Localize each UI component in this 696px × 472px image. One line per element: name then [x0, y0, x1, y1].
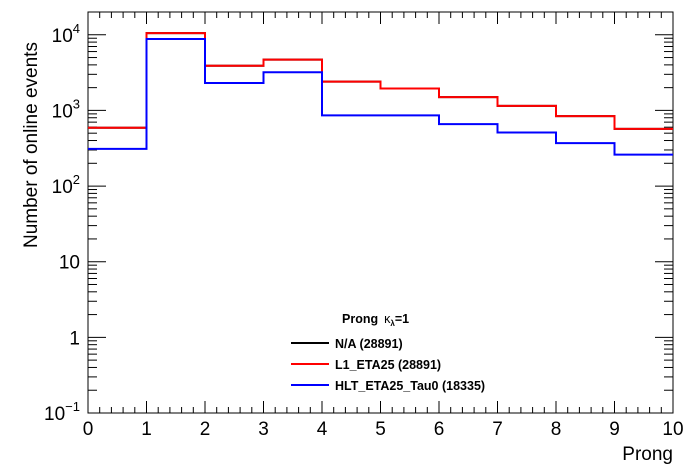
y-tick-label: 104	[52, 21, 80, 47]
x-tick-label: 0	[83, 419, 94, 440]
x-axis-title: Prong	[622, 444, 673, 465]
legend-entries: N/A (28891) L1_ETA25 (28891) HLT_ETA25_Tau…	[291, 337, 485, 393]
x-tick-label: 10	[662, 419, 683, 440]
histogram-series	[88, 32, 673, 156]
x-tick-label: 7	[492, 419, 503, 440]
y-tick-label: 102	[52, 172, 80, 198]
y-tick-label: 103	[52, 96, 80, 122]
legend-title: Prong κλ=1	[342, 312, 409, 328]
plot-frame	[87, 11, 674, 414]
y-tick-label: 10−1	[44, 399, 80, 425]
x-tick-label: 1	[141, 419, 152, 440]
legend-label: L1_ETA25 (28891)	[335, 358, 441, 372]
x-tick-label: 9	[609, 419, 620, 440]
x-tick-label: 6	[434, 419, 445, 440]
legend-label: HLT_ETA25_Tau0 (18335)	[335, 379, 485, 393]
y-axis-title: Number of online events	[21, 42, 42, 248]
y-tick-label: 1	[69, 328, 80, 349]
x-tick-label: 2	[200, 419, 211, 440]
x-axis-ticks: 0 1 2 3 4 5 6 7 8 9 10	[83, 12, 684, 440]
legend-label: N/A (28891)	[335, 337, 403, 351]
x-tick-label: 5	[375, 419, 386, 440]
legend: Prong κλ=1 N/A (28891) L1_ETA25 (28891) HLT…	[291, 312, 485, 393]
x-tick-label: 8	[551, 419, 562, 440]
y-tick-label: 10	[59, 253, 80, 274]
x-tick-label: 3	[258, 419, 269, 440]
y-axis-ticks: 10−1 1 10 102 103 104	[44, 11, 673, 425]
series-line-2	[88, 37, 673, 156]
x-tick-label: 4	[317, 419, 328, 440]
